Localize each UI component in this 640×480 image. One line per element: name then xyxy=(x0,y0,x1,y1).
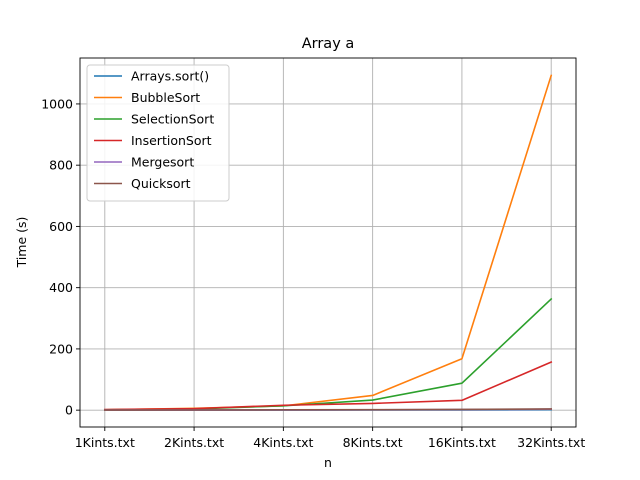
series-line-insertionsort xyxy=(103,361,553,411)
legend-label: Arrays.sort() xyxy=(131,69,209,84)
series-lines xyxy=(103,74,553,411)
series-line-quicksort xyxy=(103,408,553,411)
y-tick-label: 600 xyxy=(49,219,73,234)
x-tick-label: 8Kints.txt xyxy=(343,435,403,450)
legend-label: SelectionSort xyxy=(131,112,214,127)
y-tick-label: 0 xyxy=(65,403,73,418)
y-tick-label: 1000 xyxy=(41,96,73,111)
x-tick-label: 2Kints.txt xyxy=(164,435,224,450)
legend-box xyxy=(86,64,230,202)
legend-label: Mergesort xyxy=(131,155,194,170)
legend-label: BubbleSort xyxy=(131,90,200,105)
x-tick-label: 4Kints.txt xyxy=(253,435,313,450)
series-line-selectionsort xyxy=(103,297,553,411)
axes-frame xyxy=(79,57,577,428)
x-axis-ticks: 1Kints.txt 2Kints.txt 4Kints.txt 8Kints.txt… xyxy=(75,427,585,450)
x-axis-label: n xyxy=(324,455,332,470)
y-axis-ticks: 0 200 400 600 800 1000 xyxy=(41,96,80,418)
x-tick-label: 1Kints.txt xyxy=(75,435,135,450)
y-tick-label: 400 xyxy=(49,280,73,295)
y-axis-label: Time (s) xyxy=(14,217,29,269)
chart-title: Array a xyxy=(302,36,355,52)
legend-label: Quicksort xyxy=(131,176,191,191)
y-tick-label: 800 xyxy=(49,158,73,173)
legend: Arrays.sort() BubbleSort SelectionSort Inse… xyxy=(86,64,230,202)
x-tick-label: 16Kints.txt xyxy=(428,435,496,450)
y-tick-label: 200 xyxy=(49,341,73,356)
x-tick-label: 32Kints.txt xyxy=(517,435,585,450)
legend-label: InsertionSort xyxy=(131,133,212,148)
